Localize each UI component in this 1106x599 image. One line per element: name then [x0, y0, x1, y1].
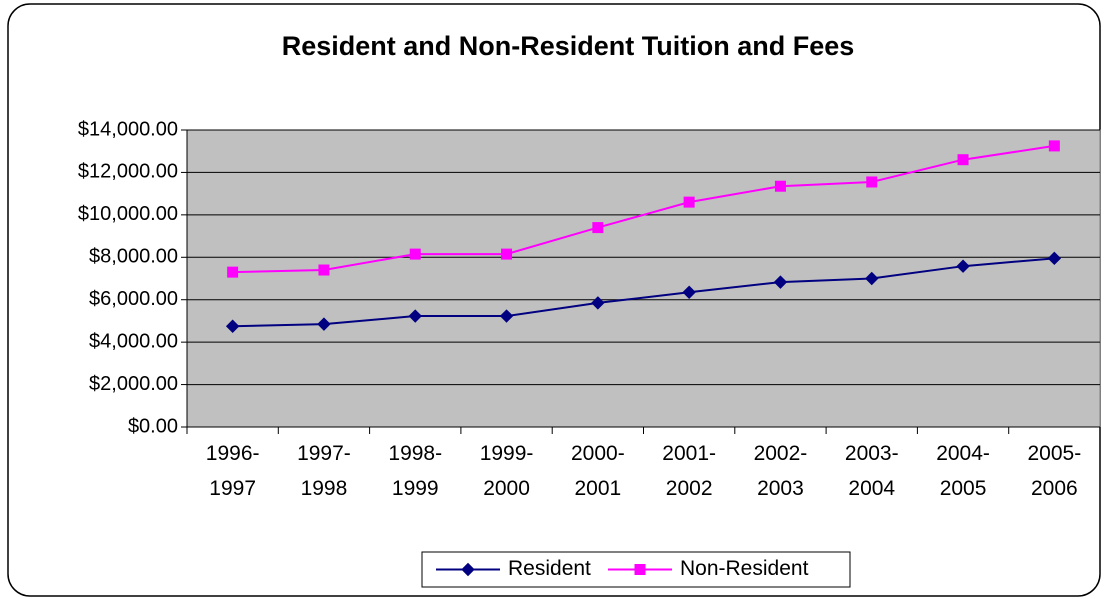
marker: [409, 248, 421, 260]
x-tick-label: 2004-2005: [936, 442, 990, 500]
marker: [591, 296, 605, 310]
x-tick-label: 1999-2000: [479, 442, 534, 500]
marker: [1047, 251, 1062, 266]
x-tick-label: 2001-2002: [662, 442, 716, 500]
marker: [227, 266, 239, 278]
marker: [317, 317, 331, 331]
y-tick-label: $4,000.00: [89, 330, 178, 352]
plot-area: [186, 129, 1101, 428]
y-tick-label: $10,000.00: [78, 203, 178, 225]
x-tick-label: 1997-1998: [297, 442, 351, 500]
legend-label: Resident: [508, 557, 591, 580]
x-tick-label: 1996-1997: [205, 442, 260, 500]
marker: [865, 271, 879, 286]
marker: [318, 264, 330, 276]
series-line: [232, 257, 1055, 328]
marker: [956, 259, 970, 273]
marker: [408, 309, 422, 323]
legend-marker: [634, 564, 646, 575]
marker: [1048, 140, 1060, 152]
x-tick-label: 2000-2001: [570, 442, 625, 500]
y-tick-label: $14,000.00: [78, 118, 178, 140]
marker: [957, 154, 969, 166]
y-tick-label: $2,000.00: [89, 373, 178, 395]
marker: [682, 285, 696, 299]
legend-marker: [461, 562, 475, 577]
y-tick-label: $8,000.00: [89, 246, 178, 268]
series-line: [232, 144, 1055, 274]
y-tick-label: $12,000.00: [78, 161, 178, 183]
marker: [225, 319, 240, 333]
y-tick-label: $6,000.00: [89, 288, 178, 310]
y-tick-label: $0.00: [128, 415, 178, 437]
x-tick-label: 2005-2006: [1027, 442, 1082, 500]
marker: [501, 248, 513, 260]
marker: [499, 309, 514, 323]
x-tick-label: 1998-1999: [388, 442, 443, 500]
x-tick-label: 2002-2003: [753, 442, 808, 500]
marker: [866, 176, 878, 188]
marker: [683, 196, 695, 208]
marker: [773, 275, 788, 289]
legend-label: Non-Resident: [680, 557, 809, 580]
marker: [774, 180, 786, 192]
marker: [592, 222, 604, 234]
chart-title: Resident and Non-Resident Tuition and Fe…: [282, 31, 855, 61]
x-tick-label: 2003-2004: [844, 442, 899, 500]
